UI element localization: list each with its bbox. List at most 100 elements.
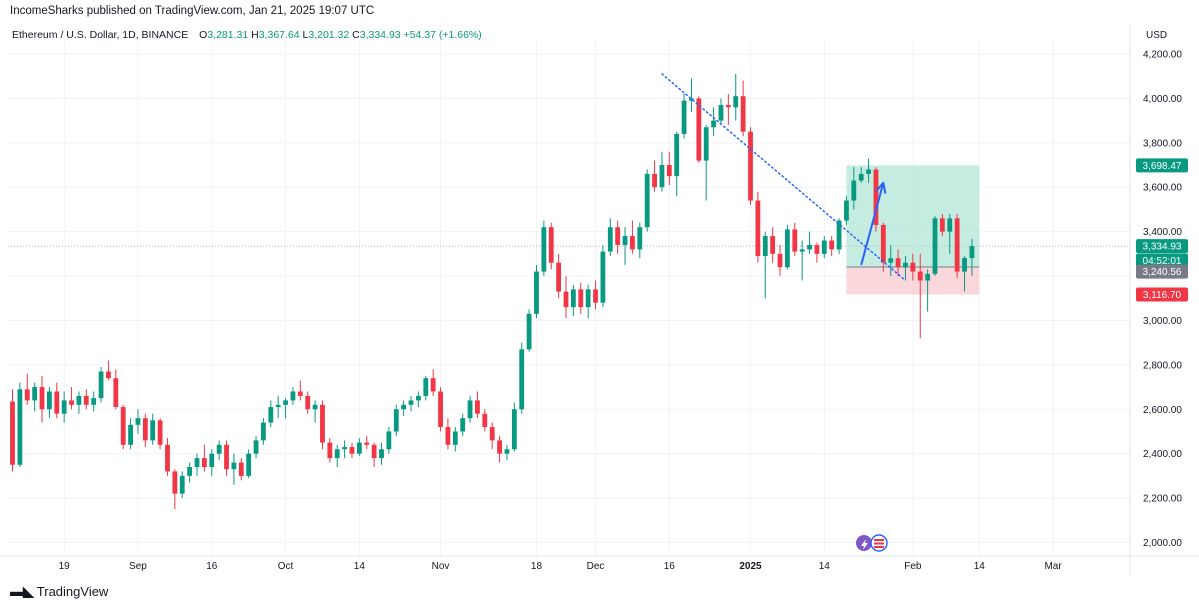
candle-body bbox=[511, 409, 517, 450]
publish-info: IncomeSharks published on TradingView.co… bbox=[10, 5, 375, 17]
candle-body bbox=[600, 251, 606, 303]
candle-body bbox=[475, 400, 480, 414]
time-tick-label: 14 bbox=[819, 561, 831, 572]
candle-body bbox=[61, 400, 67, 414]
forecast-arrow[interactable] bbox=[860, 182, 885, 266]
candle-body bbox=[32, 387, 38, 401]
candle-body bbox=[762, 236, 768, 257]
candle-body bbox=[54, 391, 60, 414]
candle-body bbox=[659, 165, 665, 188]
candle-body bbox=[246, 453, 252, 476]
price-badge-label: 3,116.70 bbox=[1143, 290, 1182, 301]
tradingview-logo[interactable]: ▬◣ TradingView bbox=[10, 583, 108, 600]
candle-body bbox=[283, 400, 288, 405]
price-badge bbox=[1136, 287, 1188, 302]
candle-body bbox=[327, 442, 333, 459]
candle-body bbox=[467, 400, 473, 419]
candle-body bbox=[187, 467, 193, 476]
candle-body bbox=[445, 427, 451, 445]
candle-body bbox=[17, 389, 23, 465]
candle-body bbox=[585, 289, 591, 308]
symbol-title[interactable]: Ethereum / U.S. Dollar, 1D, BINANCE bbox=[12, 29, 189, 41]
candle-body bbox=[873, 169, 879, 225]
price-badge bbox=[1136, 253, 1188, 268]
candle-body bbox=[386, 431, 392, 450]
symbol-legend: Ethereum / U.S. Dollar, 1D, BINANCE O3,2… bbox=[12, 29, 482, 41]
candle-body bbox=[556, 262, 562, 292]
price-tick-label: 3,600.00 bbox=[1143, 183, 1182, 194]
currency-label[interactable]: USD bbox=[1146, 30, 1168, 41]
candle-body bbox=[216, 444, 222, 454]
event-markers[interactable] bbox=[856, 534, 888, 552]
candle-body bbox=[925, 273, 931, 281]
candle-body bbox=[880, 224, 886, 263]
candle-body bbox=[954, 218, 960, 272]
price-badge-label: 3,698.47 bbox=[1143, 161, 1182, 172]
arrow-head-icon bbox=[875, 181, 887, 194]
candle-body bbox=[910, 262, 916, 272]
price-tick-label: 2,400.00 bbox=[1143, 449, 1182, 460]
candle-body bbox=[157, 420, 163, 445]
candle-body bbox=[342, 447, 347, 450]
time-tick-label: Feb bbox=[904, 561, 922, 572]
candle-body bbox=[482, 413, 488, 428]
candle-body bbox=[563, 291, 569, 308]
candle-body bbox=[504, 449, 510, 454]
candle-body bbox=[548, 227, 554, 263]
candle-body bbox=[489, 427, 495, 441]
open-value: 3,281.31 bbox=[207, 29, 249, 41]
candle-body bbox=[748, 131, 753, 201]
candle-body bbox=[83, 395, 89, 405]
price-tick-label: 4,200.00 bbox=[1143, 50, 1182, 61]
candle-body bbox=[275, 404, 281, 408]
candle-body bbox=[821, 240, 827, 254]
time-tick-label: 18 bbox=[531, 561, 543, 572]
flag-stripe-icon bbox=[874, 542, 884, 545]
candle-body bbox=[24, 389, 30, 401]
candle-body bbox=[652, 173, 657, 188]
change-value: +54.37 (+1.66%) bbox=[403, 29, 482, 41]
candle-body bbox=[807, 244, 812, 250]
candle-body bbox=[932, 218, 938, 274]
candle-body bbox=[792, 229, 798, 252]
chart-grid bbox=[0, 25, 1199, 576]
candle-body bbox=[681, 100, 687, 134]
candle-body bbox=[733, 96, 739, 108]
flag-stripe-icon bbox=[874, 546, 884, 548]
candle-body bbox=[969, 246, 975, 258]
candle-body bbox=[689, 98, 694, 101]
time-tick-label: 16 bbox=[206, 561, 218, 572]
time-axis[interactable]: 19 Sep 16 Oct 14 Nov 18 Dec 16 2025 14 Feb 14 Mar bbox=[59, 561, 1063, 572]
candle-body bbox=[120, 407, 126, 445]
candle-body bbox=[128, 424, 133, 445]
candle-body bbox=[718, 105, 724, 121]
price-badge-label: 3,334.93 bbox=[1143, 242, 1182, 253]
price-badge-label: 04:52:01 bbox=[1143, 256, 1182, 267]
candle-body bbox=[534, 271, 539, 314]
candle-body bbox=[903, 262, 908, 268]
time-tick-label: 14 bbox=[974, 561, 986, 572]
time-tick-label: Dec bbox=[587, 561, 605, 572]
dotted-trendline[interactable] bbox=[661, 73, 907, 282]
candle-body bbox=[844, 200, 849, 221]
candle-body bbox=[201, 458, 207, 468]
candle-body bbox=[334, 449, 340, 459]
candle-body bbox=[135, 418, 141, 425]
candle-body bbox=[305, 395, 311, 410]
candle-body bbox=[799, 249, 805, 252]
price-axis[interactable]: 2,000.00 2,200.00 2,400.00 2,600.00 2,800.00… bbox=[1143, 50, 1182, 550]
time-tick-label: 19 bbox=[59, 561, 71, 572]
candle-body bbox=[593, 289, 598, 303]
position-zones[interactable] bbox=[8, 165, 1130, 295]
open-label: O bbox=[199, 29, 208, 41]
price-badge bbox=[1136, 158, 1188, 173]
drawings[interactable] bbox=[661, 73, 907, 282]
time-tick-label: 2025 bbox=[739, 561, 762, 572]
time-tick-label: Sep bbox=[129, 561, 147, 572]
price-tick-label: 2,800.00 bbox=[1143, 360, 1182, 371]
price-tick-label: 3,400.00 bbox=[1143, 227, 1182, 238]
candle-body bbox=[438, 391, 443, 428]
candle-body bbox=[297, 391, 303, 396]
candle-body bbox=[622, 236, 628, 245]
